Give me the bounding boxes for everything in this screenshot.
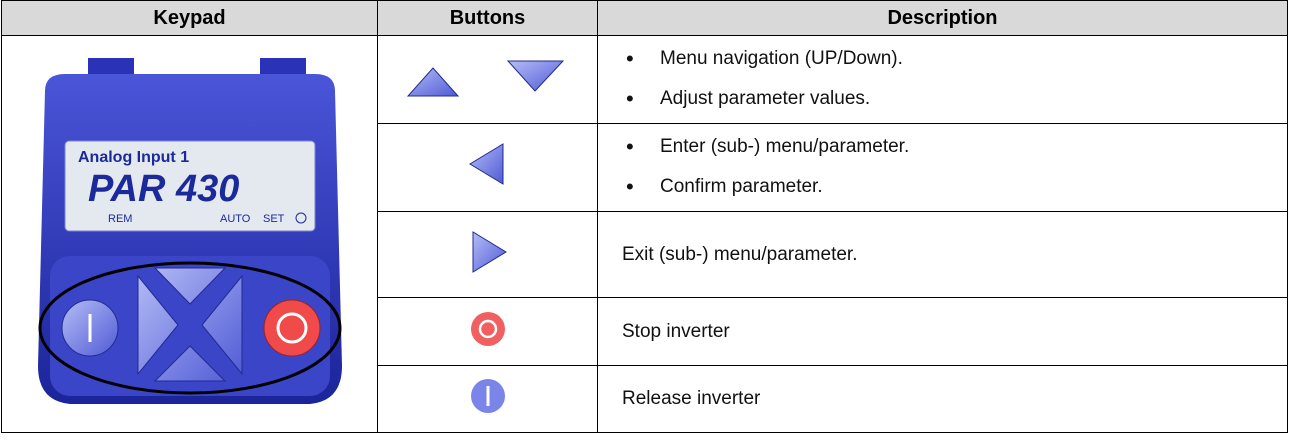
header-cell: Keypad bbox=[1, 0, 378, 36]
description-cell: Exit (sub-) menu/parameter. bbox=[597, 210, 1288, 299]
display-text: REM bbox=[108, 213, 132, 225]
exit-icon bbox=[472, 230, 507, 273]
up-down-icons bbox=[406, 60, 564, 97]
row: Release inverter bbox=[2, 364, 1288, 434]
keypad-illustration: Analog Input 1 PAR 430 REM AUTO SET bbox=[37, 58, 342, 404]
keypad-cell: Analog Input 1 PAR 430 REM AUTO SET bbox=[1, 35, 378, 433]
row: Enter (sub-) menu/parameter.Confirm para… bbox=[2, 122, 1288, 212]
description-cell: Menu navigation (UP/Down).Adjust paramet… bbox=[597, 35, 1288, 124]
display-text: PAR 430 bbox=[88, 168, 239, 210]
bullet-item: Menu navigation (UP/Down). bbox=[626, 39, 1287, 79]
description-cell: Enter (sub-) menu/parameter.Confirm para… bbox=[597, 122, 1288, 212]
display-text: Analog Input 1 bbox=[78, 149, 189, 166]
release-icon bbox=[470, 378, 505, 413]
button-cell bbox=[377, 297, 598, 366]
row: Analog Input 1 PAR 430 REM AUTO SET bbox=[1, 35, 1288, 433]
keypad-table: Keypad Buttons Description Analog Input … bbox=[1, 0, 1288, 434]
stop-icon bbox=[470, 311, 505, 346]
button-cell bbox=[377, 35, 598, 124]
bullet-item: Adjust parameter values. bbox=[626, 79, 1287, 119]
header-row: Keypad Buttons Description bbox=[1, 0, 1288, 36]
description-cell: Release inverter bbox=[597, 364, 1288, 434]
button-cell bbox=[377, 210, 598, 299]
bullet-item: Confirm parameter. bbox=[626, 167, 1287, 207]
button-cell bbox=[377, 364, 598, 434]
display-text: AUTO bbox=[220, 213, 251, 225]
header-cell: Description bbox=[597, 0, 1288, 36]
enter-icon bbox=[468, 143, 503, 186]
bullet-item: Enter (sub-) menu/parameter. bbox=[626, 127, 1287, 167]
button-cell bbox=[377, 122, 598, 212]
display-text: SET bbox=[263, 213, 285, 225]
description-cell: Stop inverter bbox=[597, 297, 1288, 366]
row: Stop inverter bbox=[2, 297, 1288, 366]
header-cell: Buttons bbox=[377, 0, 598, 36]
